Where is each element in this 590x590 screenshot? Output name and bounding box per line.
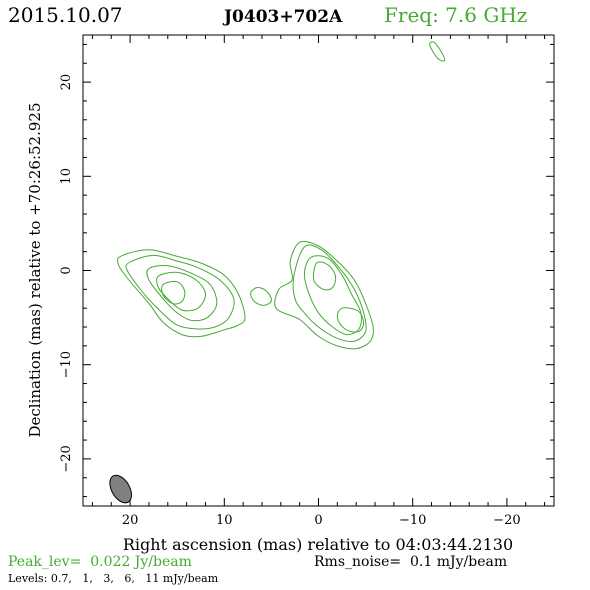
y-tick-label: 0: [59, 266, 74, 274]
y-tick-label: 10: [59, 168, 74, 185]
contour-line: [292, 244, 367, 343]
beam-ellipse-shape: [109, 474, 132, 504]
axis-ticks: [83, 35, 554, 506]
contour-line: [250, 286, 272, 306]
contour-line: [312, 261, 337, 291]
y-tick-label: 20: [59, 74, 74, 91]
contour-line: [336, 307, 365, 333]
source-name: J0403+702A: [222, 7, 343, 27]
x-axis-label: Right ascension (mas) relative to 04:03:…: [123, 535, 513, 554]
source-component: [117, 249, 246, 338]
x-tick-label: 10: [216, 513, 233, 528]
source-component: [274, 240, 374, 350]
frequency-label: Freq: 7.6 GHz: [384, 3, 527, 27]
x-tick-label: 20: [122, 513, 139, 528]
contour-line: [161, 280, 186, 305]
y-tick-label: −10: [59, 351, 74, 378]
source-component: [250, 286, 272, 306]
contour-levels: Levels: 0.7, 1, 3, 6, 11 mJy/beam: [8, 572, 219, 585]
y-tick-label: −20: [59, 445, 74, 472]
source-component: [429, 41, 446, 62]
y-axis-label: Declination (mas) relative to +70:26:52.…: [26, 102, 44, 437]
contour-line: [156, 271, 207, 312]
contour-line: [429, 41, 446, 62]
contour-lines: [117, 41, 446, 350]
x-tick-label: −10: [399, 513, 426, 528]
contour-line: [146, 265, 218, 322]
x-tick-label: −20: [493, 513, 520, 528]
contour-line: [117, 249, 246, 338]
beam-ellipse: [109, 474, 132, 504]
contour-line: [125, 254, 235, 330]
plot-frame: [82, 34, 555, 507]
contour-line: [274, 240, 374, 350]
rms-noise: Rms_noise= 0.1 mJy/beam: [314, 554, 507, 570]
contour-line: [303, 255, 362, 336]
x-tick-label: 0: [314, 513, 322, 528]
peak-level: Peak_lev= 0.022 Jy/beam: [8, 554, 192, 570]
observation-date: 2015.10.07: [8, 3, 123, 27]
axis-tick-labels: 20 10 0 −10 −20 20 10 0 −10 −20: [59, 74, 521, 528]
